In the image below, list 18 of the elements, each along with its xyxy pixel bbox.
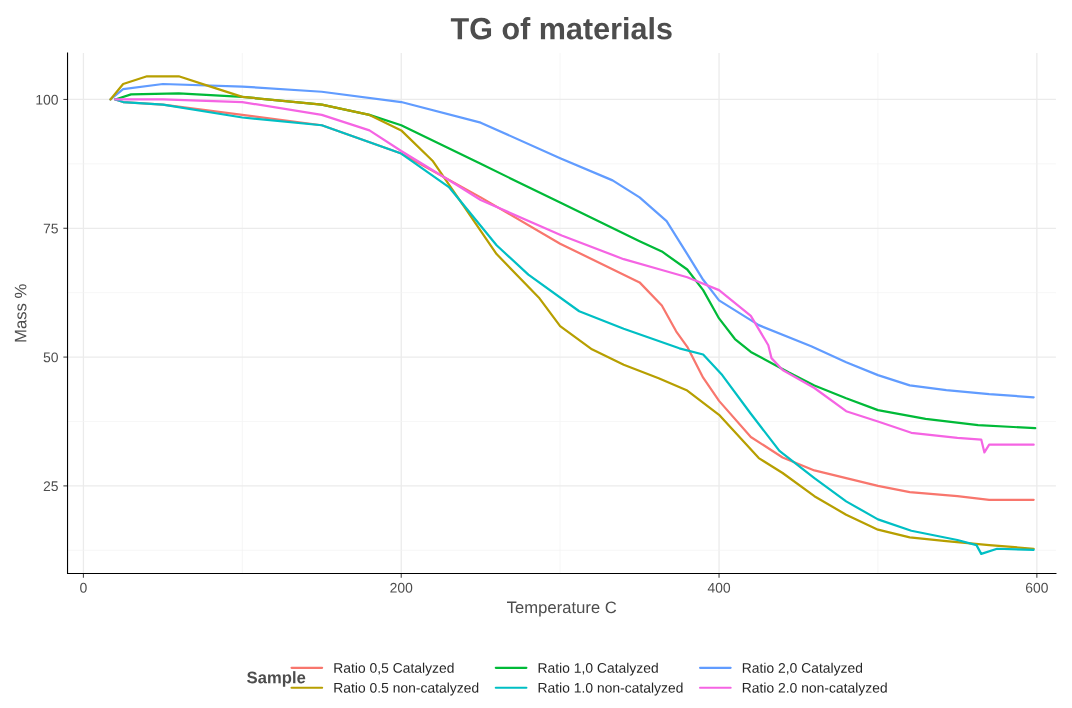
legend-label: Ratio 2,0 Catalyzed — [742, 662, 863, 676]
legend-label: Ratio 1,0 Catalyzed — [538, 662, 658, 676]
x-tick-label: 200 — [390, 582, 413, 593]
legend-label: Ratio 0,5 Catalyzed — [334, 662, 454, 676]
y-tick-label: 100 — [36, 94, 58, 105]
x-tick-label: 600 — [1025, 582, 1048, 593]
legend-label: Ratio 2.0 non-catalyzed — [742, 682, 887, 696]
y-tick-label: 75 — [43, 223, 58, 234]
legend-label: Ratio 0.5 non-catalyzed — [334, 682, 479, 696]
x-tick-label: 0 — [80, 582, 87, 593]
x-axis-title: Temperature C — [507, 601, 617, 617]
y-axis-title: Mass % — [14, 284, 27, 342]
chart-title: TG of materials — [450, 17, 672, 40]
x-tick-label: 400 — [707, 582, 731, 593]
legend-label: Ratio 1.0 non-catalyzed — [538, 682, 683, 696]
legend-title: Sample — [247, 671, 306, 687]
y-tick-label: 50 — [43, 352, 58, 363]
y-tick-label: 25 — [43, 481, 58, 492]
